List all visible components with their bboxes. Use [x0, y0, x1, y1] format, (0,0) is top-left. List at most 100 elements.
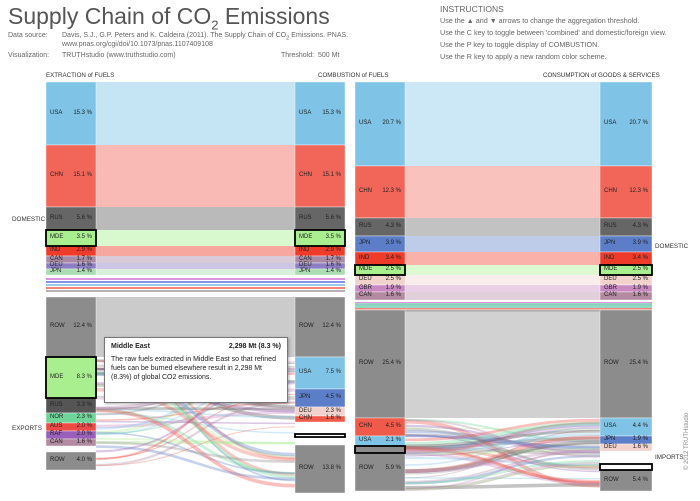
consumption_left-label-jpn: JPN: [359, 240, 371, 246]
cross-flow: [95, 437, 296, 444]
consumption_right-value-jpn: 3.9 %: [632, 240, 648, 246]
flow-band: [405, 285, 600, 292]
combustion-value-ind: 2.9 %: [325, 247, 341, 253]
combustion-label-row: ROW: [299, 323, 314, 329]
combustion-value-deu: 2.3 %: [325, 407, 341, 414]
consumption_right-label-gbr: GBR: [604, 284, 618, 291]
tooltip-body: The raw fuels extracted in Middle East s…: [111, 356, 276, 381]
cross-flow: [404, 430, 601, 450]
extraction-segment-can[interactable]: [45, 438, 97, 447]
flow-band: [96, 269, 295, 275]
extraction-label-aus: AUS: [50, 423, 63, 429]
extraction-segment-mde[interactable]: [45, 356, 97, 399]
consumption_right-value-mde: 2.5 %: [632, 266, 648, 272]
combustion-value-can: 1.7 %: [325, 255, 341, 262]
combustion-label-ind: IND: [299, 247, 310, 253]
extraction-segment-row[interactable]: [45, 451, 97, 471]
extraction-label-nor: NOR: [50, 414, 64, 420]
combustion-value-row: 13.8 %: [322, 465, 341, 471]
viz-credit[interactable]: TRUTHstudio (www.truthstudio.com): [62, 52, 176, 59]
cross-flow: [404, 424, 601, 454]
combustion-segment-chn[interactable]: [294, 144, 346, 208]
consumption_left-label-chn: CHN: [359, 188, 372, 194]
highlight-box: [294, 229, 346, 247]
consumption_left-value-row: 5.9 %: [385, 464, 401, 471]
extraction-segment-chn[interactable]: [45, 144, 97, 208]
flow-band: [96, 263, 295, 269]
cross-flow: [404, 434, 601, 449]
consumption_left-segment-usa[interactable]: [354, 81, 406, 167]
extraction-value-raf: 2.0 %: [76, 431, 92, 437]
combustion-label-deu: DEU: [299, 407, 312, 414]
combustion-label-jpn: JPN: [299, 268, 311, 274]
node-columns: [45, 81, 653, 494]
combustion-value-jpn: 4.5 %: [325, 394, 341, 400]
extraction-segment-row[interactable]: [45, 296, 97, 358]
thin-stripe: [355, 302, 652, 304]
flow-band: [96, 230, 295, 246]
extraction-label-rus: RUS: [50, 401, 63, 408]
combustion-label-can: CAN: [299, 255, 312, 262]
consumption_left-label-row: ROW: [359, 360, 374, 366]
tooltip: Middle East 2,298 Mt (8.3 %) The raw fue…: [104, 337, 288, 403]
combustion-label-usa: USA: [299, 109, 312, 116]
extraction-label-rus: RUS: [50, 214, 63, 221]
consumption_right-label-chn: CHN: [604, 188, 617, 194]
consumption_right-segment-usa[interactable]: [599, 81, 653, 167]
extraction-label-jpn: JPN: [50, 268, 62, 274]
combustion-segment-jpn[interactable]: [294, 268, 346, 276]
label-domestic-left: DOMESTIC: [12, 216, 46, 223]
header-extraction: EXTRACTION of FUELS: [46, 72, 115, 79]
consumption_left-segment-row[interactable]: [354, 309, 406, 419]
extraction-segment-jpn[interactable]: [45, 268, 97, 276]
extraction-label-raf: RAF: [50, 431, 62, 437]
flow-band: [96, 256, 295, 263]
consumption_left-value-rus: 4.3 %: [385, 223, 401, 229]
combustion-segment-row[interactable]: [294, 444, 346, 494]
cross-flow: [404, 422, 601, 452]
flow-band: [96, 246, 295, 256]
source-url[interactable]: www.pnas.org/cgi/doi/10.1073/pnas.110740…: [62, 41, 213, 48]
flow-bands: [46, 82, 652, 418]
combustion-segment-chn[interactable]: [294, 415, 346, 423]
highlight-box: [294, 433, 346, 438]
combustion-value-mde: 3.5 %: [325, 234, 341, 240]
cross-flow: [95, 445, 296, 481]
cross-flow: [95, 426, 296, 467]
highlights: [45, 229, 653, 471]
consumption_right-segment-can[interactable]: [599, 291, 653, 301]
label-domestic-right: DOMESTIC: [655, 243, 689, 250]
combustion-segment-usa[interactable]: [294, 81, 346, 146]
label-exports: EXPORTS: [12, 425, 42, 432]
cross-flow: [95, 407, 296, 411]
source-citation: Davis, S.J., G.P. Peters and K. Caldeira…: [62, 32, 349, 42]
cross-flow: [404, 435, 601, 474]
combustion-segment-usa[interactable]: [294, 356, 346, 390]
cross-flow: [95, 431, 296, 474]
consumption_right-label-usa: USA: [604, 423, 617, 429]
extraction-label-chn: CHN: [50, 172, 63, 178]
extraction-label-can: CAN: [50, 255, 63, 262]
instruction-line-r-key: Use the R key to apply a new random colo…: [440, 52, 607, 61]
cross-flow: [404, 440, 601, 474]
extraction-segment-usa[interactable]: [45, 81, 97, 146]
flow-band: [96, 145, 295, 207]
flow-band: [405, 166, 600, 218]
combustion-label-mde: MDE: [299, 234, 313, 240]
combustion-label-usa: USA: [299, 369, 312, 375]
cross-flow: [404, 434, 601, 473]
cross-flow: [404, 452, 601, 485]
consumption_left-label-ind: IND: [359, 254, 370, 261]
consumption_left-label-usa: USA: [359, 437, 372, 443]
consumption_left-segment-can[interactable]: [354, 291, 406, 301]
consumption_right-segment-deu[interactable]: [599, 443, 653, 452]
consumption_right-segment-chn[interactable]: [599, 165, 653, 219]
flow-band: [96, 207, 295, 230]
extraction-label-mde: MDE: [50, 234, 64, 240]
consumption_right-value-chn: 12.3 %: [629, 188, 648, 194]
highlight-box: [354, 445, 406, 454]
consumption_left-segment-chn[interactable]: [354, 165, 406, 219]
cross-flow: [404, 449, 601, 490]
extraction-value-rus: 5.6 %: [76, 214, 92, 221]
consumption_right-label-rus: RUS: [604, 223, 617, 229]
